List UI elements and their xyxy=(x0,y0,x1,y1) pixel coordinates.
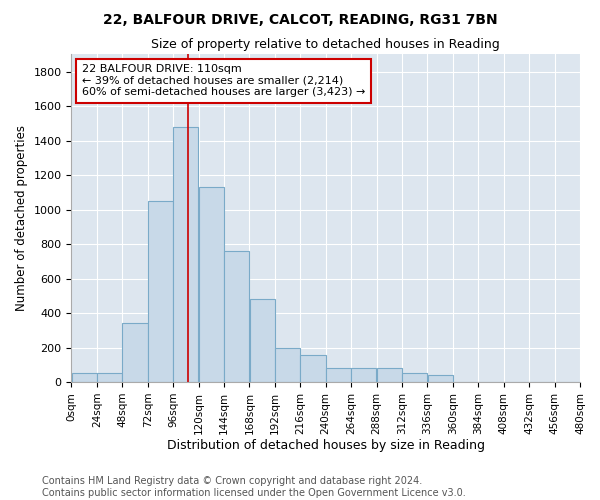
Bar xyxy=(173,127,199,382)
Bar xyxy=(148,201,173,382)
Bar xyxy=(71,374,97,382)
Title: Size of property relative to detached houses in Reading: Size of property relative to detached ho… xyxy=(151,38,500,51)
Text: 22, BALFOUR DRIVE, CALCOT, READING, RG31 7BN: 22, BALFOUR DRIVE, CALCOT, READING, RG31… xyxy=(103,12,497,26)
Bar xyxy=(326,368,351,382)
Bar xyxy=(122,324,148,382)
Bar xyxy=(199,187,224,382)
Bar xyxy=(275,348,300,382)
Bar xyxy=(301,356,326,382)
Bar xyxy=(402,374,427,382)
Bar xyxy=(224,251,249,382)
Y-axis label: Number of detached properties: Number of detached properties xyxy=(15,126,28,312)
Bar xyxy=(428,375,452,382)
Bar xyxy=(377,368,402,382)
Bar xyxy=(351,368,376,382)
X-axis label: Distribution of detached houses by size in Reading: Distribution of detached houses by size … xyxy=(167,440,485,452)
Bar xyxy=(97,374,122,382)
Text: 22 BALFOUR DRIVE: 110sqm
← 39% of detached houses are smaller (2,214)
60% of sem: 22 BALFOUR DRIVE: 110sqm ← 39% of detach… xyxy=(82,64,365,98)
Bar xyxy=(250,300,275,382)
Text: Contains HM Land Registry data © Crown copyright and database right 2024.
Contai: Contains HM Land Registry data © Crown c… xyxy=(42,476,466,498)
